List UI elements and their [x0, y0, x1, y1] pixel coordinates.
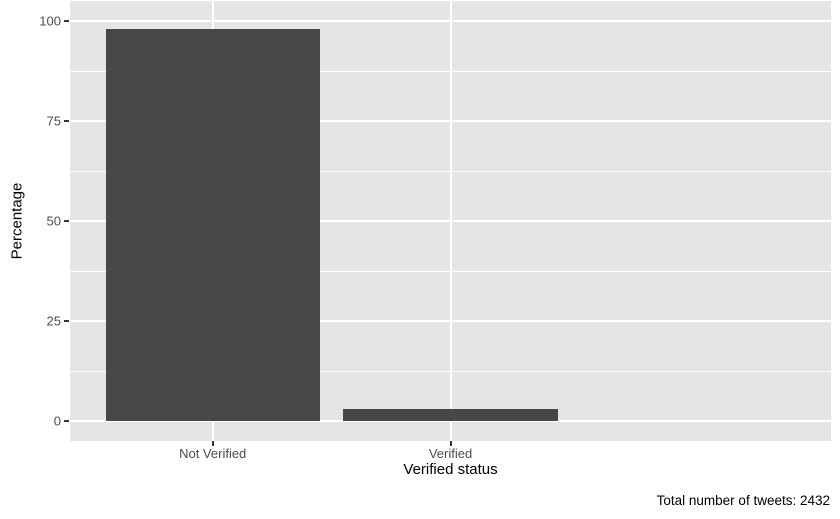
plot-panel	[70, 1, 831, 441]
x-tick-label: Verified	[428, 446, 473, 461]
y-tick-mark	[64, 420, 69, 422]
x-tick-label: Not Verified	[179, 446, 247, 461]
y-tick-mark	[64, 220, 69, 222]
y-tick-mark	[64, 320, 69, 322]
y-tick-mark	[64, 120, 69, 122]
x-axis-title: Verified status	[403, 461, 498, 478]
y-tick-label: 25	[46, 313, 61, 329]
x-tick-mark	[211, 441, 214, 446]
y-tick-label: 75	[46, 113, 61, 129]
y-tick-label: 0	[53, 413, 61, 429]
bar-not-verified	[105, 29, 320, 421]
y-tick-mark	[64, 20, 69, 22]
y-axis-title: Percentage	[8, 182, 26, 260]
y-tick-label: 100	[39, 13, 61, 29]
chart-caption: Total number of tweets: 2432	[656, 493, 830, 508]
major-gridline-vertical	[449, 1, 452, 441]
y-tick-label: 50	[46, 213, 61, 229]
bar-verified	[343, 409, 558, 421]
x-tick-mark	[449, 441, 452, 446]
